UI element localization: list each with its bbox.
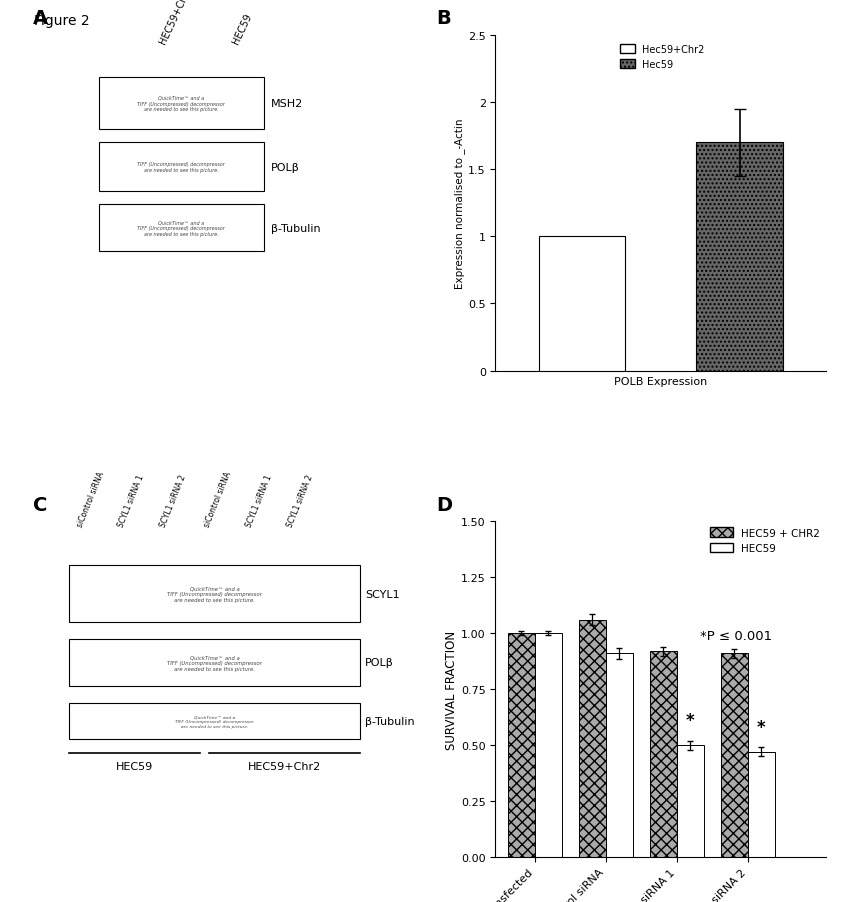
Text: MSH2: MSH2 [271,99,303,109]
Bar [507,633,534,857]
Text: SCYL1 siRNA 2: SCYL1 siRNA 2 [158,474,187,529]
Text: QuickTime™ and a
TIFF (Uncompressed) decompressor
are needed to see this picture: QuickTime™ and a TIFF (Uncompressed) dec… [167,585,262,603]
Text: SCYL1 siRNA 1: SCYL1 siRNA 1 [117,474,146,529]
Bar [69,640,360,686]
Text: SCYL1 siRNA 1: SCYL1 siRNA 1 [244,474,273,529]
Text: C: C [33,495,47,514]
Text: SCYL1: SCYL1 [365,589,400,599]
Text: β-Tubulin: β-Tubulin [271,224,320,234]
Text: HEC59: HEC59 [231,13,254,46]
Text: D: D [436,495,452,514]
Bar [606,654,633,857]
Text: *: * [757,718,765,736]
Bar [99,143,264,192]
Bar [69,566,360,622]
Bar [539,237,626,371]
Text: HEC59+Chr2: HEC59+Chr2 [248,761,321,771]
Bar [650,651,677,857]
Text: TIFF (Uncompressed) decompressor
are needed to see this picture.: TIFF (Uncompressed) decompressor are nee… [137,162,225,173]
Bar [99,78,264,130]
Y-axis label: SURVIVAL FRACTION: SURVIVAL FRACTION [445,630,459,749]
Text: QuickTime™ and a
TIFF (Uncompressed) decompressor
are needed to see this picture: QuickTime™ and a TIFF (Uncompressed) dec… [175,714,254,728]
Bar [578,621,606,857]
Bar [69,703,360,740]
Y-axis label: Expression normalised to _-Actin: Expression normalised to _-Actin [454,118,465,289]
Text: A: A [33,9,48,28]
Text: siControl siRNA: siControl siRNA [203,471,234,529]
Text: QuickTime™ and a
TIFF (Uncompressed) decompressor
are needed to see this picture: QuickTime™ and a TIFF (Uncompressed) dec… [137,220,225,237]
Bar [99,206,264,253]
Bar [721,654,748,857]
Bar [748,752,775,857]
Text: *: * [686,712,695,730]
Legend: HEC59 + CHR2, HEC59: HEC59 + CHR2, HEC59 [706,524,824,557]
Text: B: B [436,9,451,28]
Text: Figure 2: Figure 2 [34,14,89,28]
Bar [534,633,561,857]
Text: HEC59: HEC59 [115,761,153,771]
Text: *P ≤ 0.001: *P ≤ 0.001 [701,629,773,642]
X-axis label: POLB Expression: POLB Expression [615,377,707,387]
Text: SCYL1 siRNA 2: SCYL1 siRNA 2 [286,474,314,529]
Legend: Hec59+Chr2, Hec59: Hec59+Chr2, Hec59 [616,41,709,74]
Text: POLβ: POLβ [365,658,394,667]
Text: siControl siRNA: siControl siRNA [76,471,106,529]
Text: POLβ: POLβ [271,162,299,172]
Bar [696,143,783,371]
Bar [677,745,704,857]
Text: QuickTime™ and a
TIFF (Uncompressed) decompressor
are needed to see this picture: QuickTime™ and a TIFF (Uncompressed) dec… [167,654,262,671]
Text: HEC59+Chr2: HEC59+Chr2 [158,0,194,46]
Text: β-Tubulin: β-Tubulin [365,716,415,726]
Text: QuickTime™ and a
TIFF (Uncompressed) decompressor
are needed to see this picture: QuickTime™ and a TIFF (Uncompressed) dec… [137,96,225,112]
